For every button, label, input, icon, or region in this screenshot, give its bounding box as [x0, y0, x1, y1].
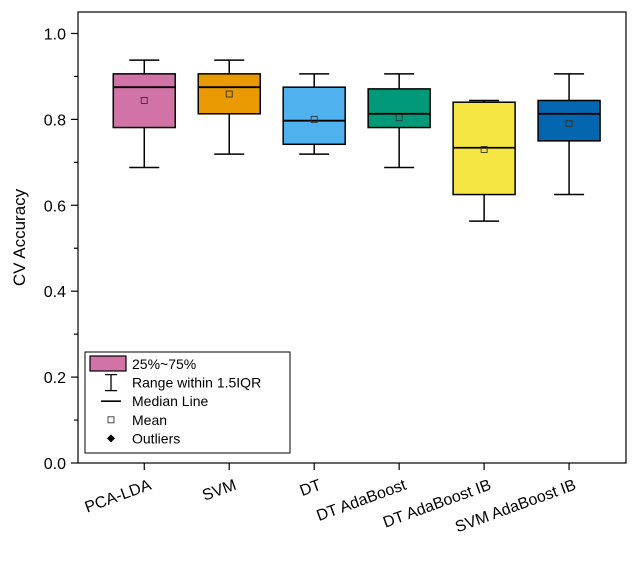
mean-marker — [480, 145, 488, 153]
y-tick-label: 0.0 — [44, 456, 66, 473]
y-tick-label: 1.0 — [44, 26, 66, 43]
mean-marker — [310, 115, 318, 123]
box-group — [112, 59, 177, 169]
legend-swatch-mean — [107, 416, 115, 424]
mean-marker — [565, 120, 573, 128]
legend-swatch-outlier — [107, 434, 115, 443]
iqr-box — [112, 73, 177, 129]
legend-label: Median Line — [132, 393, 208, 409]
y-tick-label: 0.2 — [44, 370, 66, 387]
legend-label: Outliers — [132, 430, 180, 446]
iqr-box — [367, 88, 431, 129]
legend-label: Range within 1.5IQR — [132, 375, 261, 391]
box-group — [282, 73, 346, 155]
iqr-box — [282, 86, 346, 146]
boxes-layer — [112, 59, 601, 222]
legend-label: 25%~75% — [132, 356, 196, 372]
y-tick-label: 0.4 — [44, 284, 66, 301]
x-tick-label: DT — [298, 477, 324, 500]
y-tick-label: 0.6 — [44, 198, 66, 215]
iqr-box — [197, 73, 261, 115]
legend-swatch-box — [89, 355, 127, 372]
box-group — [197, 59, 261, 155]
box-group — [367, 73, 431, 169]
y-axis-title: CV Accuracy — [10, 188, 29, 286]
box-group — [452, 99, 516, 222]
box-group — [537, 73, 601, 196]
mean-marker — [140, 97, 148, 104]
x-tick-label: PCA-LDA — [83, 477, 154, 517]
legend-label: Mean — [132, 412, 167, 428]
mean-marker — [395, 114, 403, 122]
plot-frame — [77, 11, 627, 464]
legend: 25%~75% Range within 1.5IQR Median Line Mea… — [84, 351, 291, 454]
y-tick-label: 0.8 — [44, 112, 66, 129]
x-tick-label: SVM — [200, 477, 238, 505]
mean-marker — [225, 90, 233, 98]
